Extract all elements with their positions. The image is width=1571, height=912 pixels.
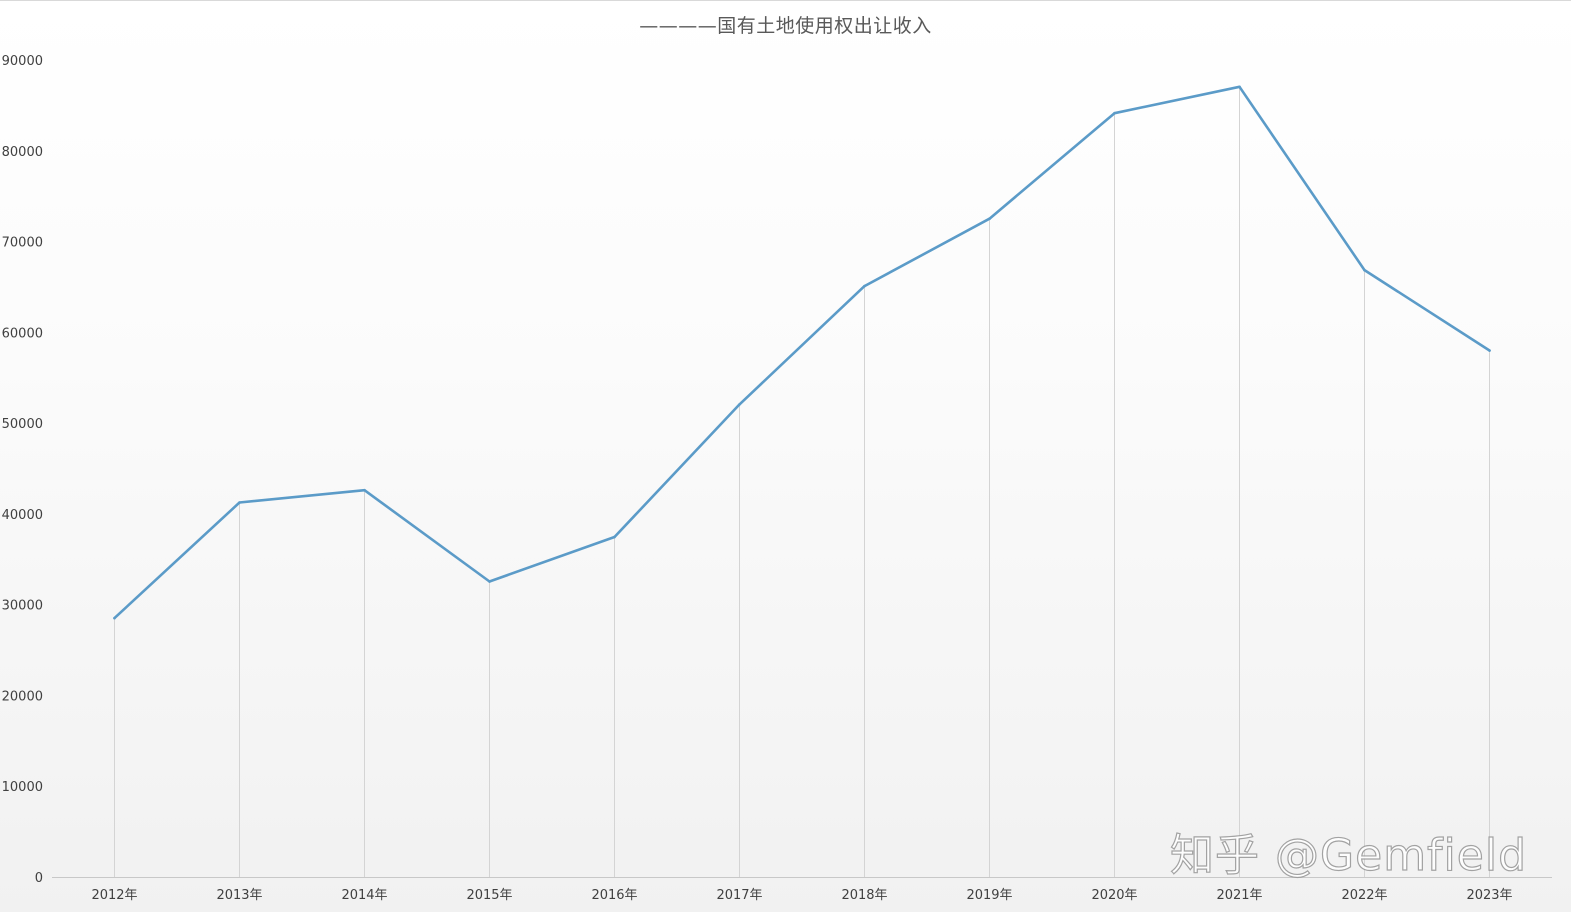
x-tick-label: 2015年 <box>466 888 512 903</box>
y-tick-label: 90000 <box>2 54 43 69</box>
data-point <box>488 580 491 583</box>
data-point <box>113 616 116 620</box>
y-tick-label: 0 <box>35 871 43 886</box>
y-tick-label: 50000 <box>2 417 43 432</box>
data-point <box>613 535 616 539</box>
x-tick-label: 2019年 <box>966 888 1012 903</box>
x-tick-label: 2018年 <box>841 888 887 903</box>
data-point <box>988 217 991 221</box>
data-point <box>1238 85 1241 89</box>
x-tick-label: 2014年 <box>341 888 387 903</box>
watermark: 知乎 @Gemfield <box>1169 829 1527 881</box>
x-tick-label: 2013年 <box>216 888 262 903</box>
data-point <box>238 501 241 504</box>
x-tick-label: 2021年 <box>1216 888 1262 903</box>
y-tick-label: 70000 <box>2 236 43 251</box>
data-point <box>1113 111 1116 115</box>
y-tick-label: 40000 <box>2 508 43 523</box>
y-tick-label: 30000 <box>2 599 43 614</box>
data-point <box>863 284 866 288</box>
x-tick-label: 2012年 <box>91 888 137 903</box>
x-tick-label: 2016年 <box>591 888 637 903</box>
y-tick-label: 20000 <box>2 689 43 704</box>
chart-title: ————国有土地使用权出让收入 <box>639 15 932 37</box>
series-line <box>113 85 1491 620</box>
data-point <box>738 403 741 406</box>
x-tick-label: 2022年 <box>1341 888 1387 903</box>
data-point <box>363 488 366 492</box>
y-tick-label: 80000 <box>2 145 43 160</box>
x-tick-label: 2023年 <box>1466 888 1512 903</box>
data-point <box>1488 349 1491 352</box>
x-tick-label: 2017年 <box>716 888 762 903</box>
data-point <box>1363 268 1366 272</box>
x-tick-label: 2020年 <box>1091 888 1137 903</box>
y-tick-label: 10000 <box>2 780 43 795</box>
y-tick-label: 60000 <box>2 326 43 341</box>
